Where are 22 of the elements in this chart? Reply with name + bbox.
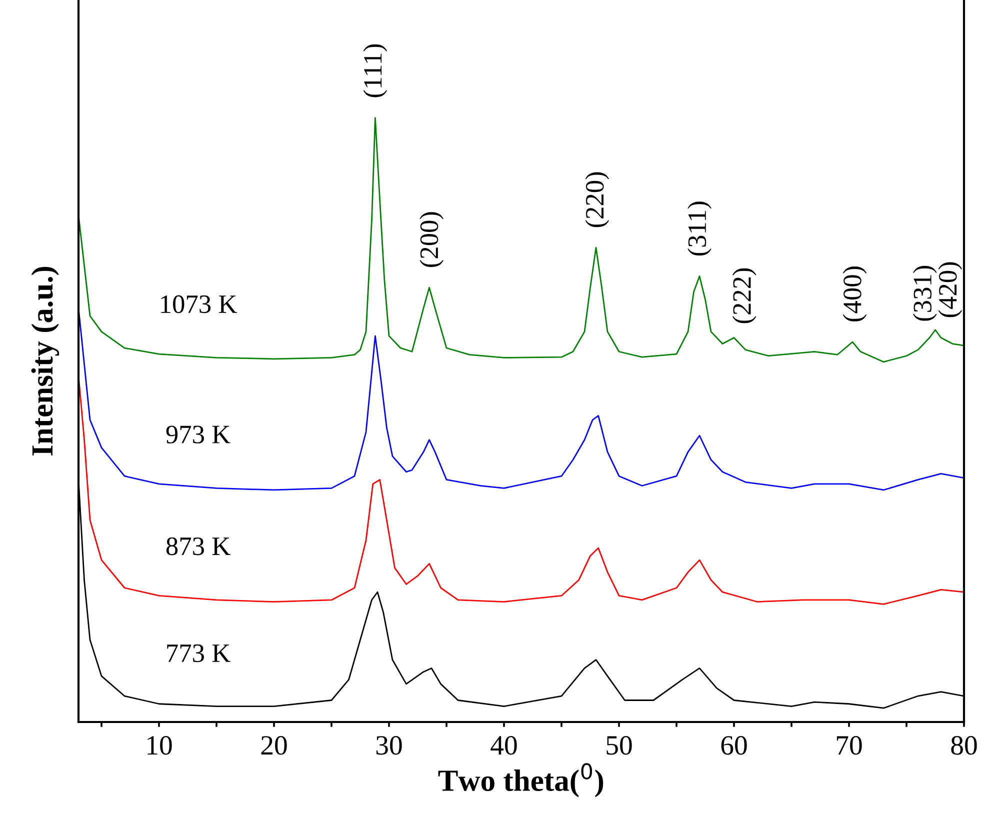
x-tick-label: 80 — [951, 736, 977, 755]
x-tick-label: 50 — [606, 736, 632, 755]
annotation: (400) — [842, 266, 867, 322]
y-axis-title: Intensity (a.u.) — [31, 266, 60, 456]
annotation: (420) — [938, 262, 962, 318]
annotation: (111) — [363, 44, 388, 98]
x-axis-title: Two theta($^{0}$) — [438, 763, 604, 798]
series-label: 973 K — [166, 426, 230, 444]
x-tick-label: 60 — [721, 736, 747, 755]
annotation: (222) — [732, 268, 756, 324]
series-label: 1073 K — [161, 295, 237, 314]
series-label: 773 K — [167, 644, 230, 662]
x-tick-label: 20 — [261, 736, 287, 755]
x-tick-label: 30 — [376, 736, 402, 755]
annotation: (331) — [912, 266, 937, 321]
annotation: (311) — [688, 202, 712, 256]
x-tick-label: 40 — [490, 736, 517, 755]
annotation: (220) — [585, 172, 610, 228]
series-label: 873 K — [166, 537, 230, 556]
annotation: (200) — [420, 212, 444, 267]
x-tick-label: 70 — [836, 736, 862, 755]
x-tick-label: 10 — [148, 736, 172, 755]
